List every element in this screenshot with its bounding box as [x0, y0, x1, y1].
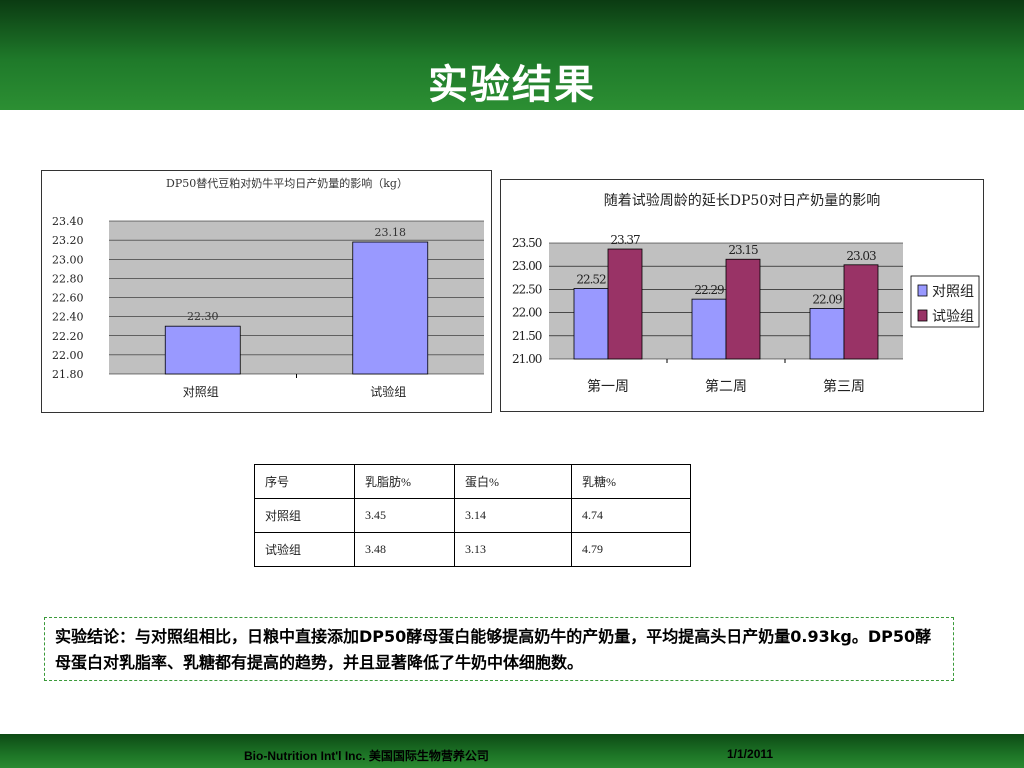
table-cell: 4.79: [571, 532, 691, 567]
chart2-legend-swatch: [917, 309, 928, 322]
chart1-ytick-label: 22.00: [52, 349, 84, 362]
chart2-ytick-label: 21.00: [512, 352, 542, 366]
chart2-svg: 随着试验周龄的延长DP50对日产奶量的影响 23.50 23.00 22.50 22.0…: [512, 193, 980, 395]
table-header-cell: 序号: [254, 464, 355, 499]
table-header-cell: 蛋白%: [454, 464, 572, 499]
table-header-row: 序号 乳脂肪% 蛋白% 乳糖%: [254, 464, 691, 499]
table-row: 试验组 3.48 3.13 4.79: [254, 532, 691, 567]
chart2-data-label: 22.29: [694, 283, 724, 297]
chart2-ytick-label: 22.00: [512, 306, 542, 320]
chart1-data-label: 22.30: [187, 310, 219, 323]
chart2-data-label: 23.15: [728, 243, 758, 257]
chart1-bar: [164, 325, 241, 375]
table-header-cell: 乳糖%: [571, 464, 691, 499]
table-cell: 3.45: [354, 498, 455, 533]
chart-milk-yield-average: DP50替代豆粕对奶牛平均日产奶量的影响（kg） 23.40 23.20 23.00 2…: [41, 170, 492, 413]
table-cell: 3.14: [454, 498, 572, 533]
chart-milk-yield-weekly: 随着试验周龄的延长DP50对日产奶量的影响 23.50 23.00 22.50 22.0…: [500, 179, 984, 412]
chart2-ytick-label: 23.50: [512, 236, 542, 250]
table-cell: 4.74: [571, 498, 691, 533]
chart1-category-label: 对照组: [183, 385, 219, 399]
chart2-bar-trial: [843, 264, 879, 360]
table-cell: 对照组: [254, 498, 355, 533]
chart1-category-label: 试验组: [370, 384, 406, 399]
chart2-category-label: 第二周: [705, 378, 747, 395]
chart2-title: 随着试验周龄的延长DP50对日产奶量的影响: [604, 193, 880, 209]
chart2-data-label: 23.37: [610, 233, 640, 247]
chart2-bar-trial: [607, 248, 643, 360]
table-cell: 试验组: [254, 532, 355, 567]
chart2-data-label: 22.09: [812, 292, 842, 306]
chart2-bar-control: [573, 288, 609, 360]
chart2-bar-control: [809, 308, 845, 360]
header-banner: [0, 0, 1024, 110]
chart2-data-label: 23.03: [846, 249, 876, 263]
chart1-ytick-label: 22.60: [52, 292, 84, 305]
chart2-legend: [910, 275, 980, 328]
chart2-bar-control: [691, 298, 727, 360]
chart1-ytick-label: 22.40: [52, 311, 84, 324]
chart1-ytick-label: 22.80: [52, 272, 84, 285]
chart1-ytick-label: 23.20: [52, 234, 84, 247]
table-cell: 3.13: [454, 532, 572, 567]
table-row: 对照组 3.45 3.14 4.74: [254, 498, 691, 533]
chart1-ytick-label: 23.40: [52, 215, 84, 228]
chart1-svg: DP50替代豆粕对奶牛平均日产奶量的影响（kg） 23.40 23.20 23.00 2…: [52, 176, 484, 399]
chart1-bar: [352, 241, 429, 375]
table-header-cell: 乳脂肪%: [354, 464, 455, 499]
chart2-category-label: 第一周: [587, 378, 629, 395]
chart2-bar-trial: [725, 258, 761, 360]
footer-banner: [0, 734, 1024, 768]
chart2-ytick-label: 21.50: [512, 329, 542, 343]
chart1-ytick-label: 22.20: [52, 330, 84, 343]
chart1-title: DP50替代豆粕对奶牛平均日产奶量的影响（kg）: [166, 176, 408, 190]
chart2-legend-label: 对照组: [932, 284, 974, 300]
chart2-ytick-label: 23.00: [512, 259, 542, 273]
conclusion-text: 实验结论：与对照组相比，日粮中直接添加DP50酵母蛋白能够提高奶牛的产奶量，平均…: [44, 617, 954, 681]
footer-date: 1/1/2011: [727, 747, 774, 761]
chart1-ytick-label: 23.00: [52, 253, 84, 266]
chart2-ytick-label: 22.50: [512, 282, 542, 296]
chart2-data-label: 22.52: [576, 272, 606, 286]
chart1-ytick-label: 21.80: [52, 368, 84, 381]
footer-company: Bio-Nutrition Int'l Inc. 美国国际生物营养公司: [244, 749, 489, 763]
chart2-legend-label: 试验组: [932, 309, 974, 325]
chart2-category-label: 第三周: [823, 378, 865, 395]
milk-composition-table: 序号 乳脂肪% 蛋白% 乳糖% 对照组 3.45 3.14 4.74 试验组 3…: [254, 464, 691, 567]
chart2-legend-swatch: [917, 284, 928, 297]
table-cell: 3.48: [354, 532, 455, 567]
chart1-data-label: 23.18: [375, 226, 407, 239]
slide-title: 实验结果: [428, 62, 596, 108]
